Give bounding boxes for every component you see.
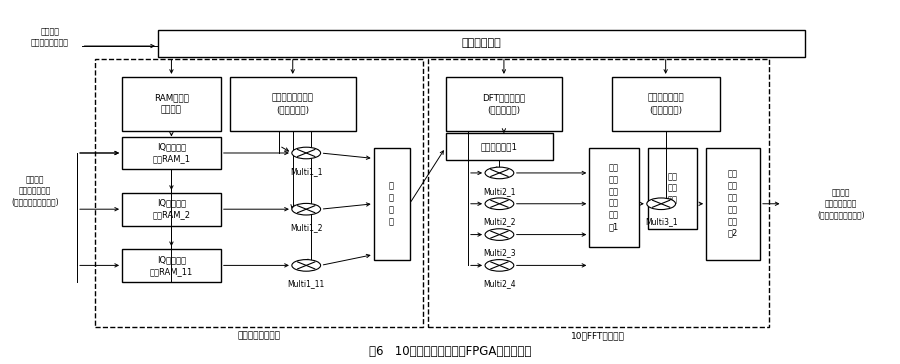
Bar (706, 147, 760, 260)
Text: Multi2_4: Multi2_4 (483, 279, 516, 288)
Circle shape (485, 198, 514, 210)
Bar (122, 77, 220, 131)
Text: 相位调整系数组
(固定常数组): 相位调整系数组 (固定常数组) (647, 94, 684, 114)
Bar (122, 136, 220, 169)
Circle shape (485, 229, 514, 240)
Text: Multi1_2: Multi1_2 (290, 223, 322, 232)
Text: 分路前的
串行输入标志信号: 分路前的 串行输入标志信号 (32, 27, 69, 47)
Bar (612, 77, 720, 131)
Circle shape (292, 203, 320, 215)
Bar (122, 249, 220, 282)
Bar (95, 59, 423, 327)
Text: 延迟处理模块1: 延迟处理模块1 (481, 142, 518, 151)
Text: IQ数据缓存
双口RAM_11: IQ数据缓存 双口RAM_11 (149, 255, 194, 276)
Bar (374, 147, 410, 260)
Bar (230, 77, 356, 131)
Text: IQ数据缓存
双口RAM_1: IQ数据缓存 双口RAM_1 (152, 143, 191, 163)
Text: Multi2_2: Multi2_2 (483, 218, 516, 226)
Bar (158, 30, 805, 57)
Bar (428, 59, 769, 327)
Text: Multi1_11: Multi1_11 (288, 279, 325, 288)
Text: 延迟
处理
模块: 延迟 处理 模块 (668, 172, 678, 205)
Text: Multi2_1: Multi2_1 (483, 187, 516, 196)
Circle shape (485, 260, 514, 271)
Text: 分路前的
串行输入数据组
(含串行输入标志信号): 分路前的 串行输入数据组 (含串行输入标志信号) (11, 175, 58, 207)
Text: Multi2_3: Multi2_3 (483, 248, 516, 257)
Text: 原型滤波器系数组
(固定常数组): 原型滤波器系数组 (固定常数组) (272, 94, 314, 114)
Text: 累
加
求
和: 累 加 求 和 (389, 182, 394, 226)
Text: 分路后的
串行输出数据组
(含路号指示标志信号): 分路后的 串行输出数据组 (含路号指示标志信号) (817, 188, 865, 219)
Text: 10点FFT计算单元: 10点FFT计算单元 (572, 332, 626, 341)
Text: 时延
调整
及累
加求
和模
块2: 时延 调整 及累 加求 和模 块2 (728, 170, 738, 238)
Text: 多相滤波计算单元: 多相滤波计算单元 (238, 332, 281, 341)
Bar (446, 77, 562, 131)
Text: 时延
调整
及累
加求
和模
块1: 时延 调整 及累 加求 和模 块1 (609, 163, 619, 232)
Circle shape (292, 147, 320, 159)
Text: 调度控制模块: 调度控制模块 (462, 38, 501, 48)
Text: 图6   10路信号数字分路的FPGA实现流程图: 图6 10路信号数字分路的FPGA实现流程图 (369, 345, 531, 358)
Text: Multi3_1: Multi3_1 (645, 218, 678, 226)
Text: RAM读地址
产生模块: RAM读地址 产生模块 (154, 94, 189, 114)
Circle shape (485, 167, 514, 179)
Bar (590, 147, 639, 247)
Text: IQ数据缓存
双口RAM_2: IQ数据缓存 双口RAM_2 (152, 199, 191, 219)
Bar (648, 147, 698, 229)
Bar (122, 193, 220, 226)
Circle shape (292, 260, 320, 271)
Bar (446, 133, 554, 160)
Text: DFT计算系数组
(固定常数组): DFT计算系数组 (固定常数组) (482, 94, 526, 114)
Circle shape (647, 198, 676, 210)
Text: Multi1_1: Multi1_1 (290, 167, 322, 176)
